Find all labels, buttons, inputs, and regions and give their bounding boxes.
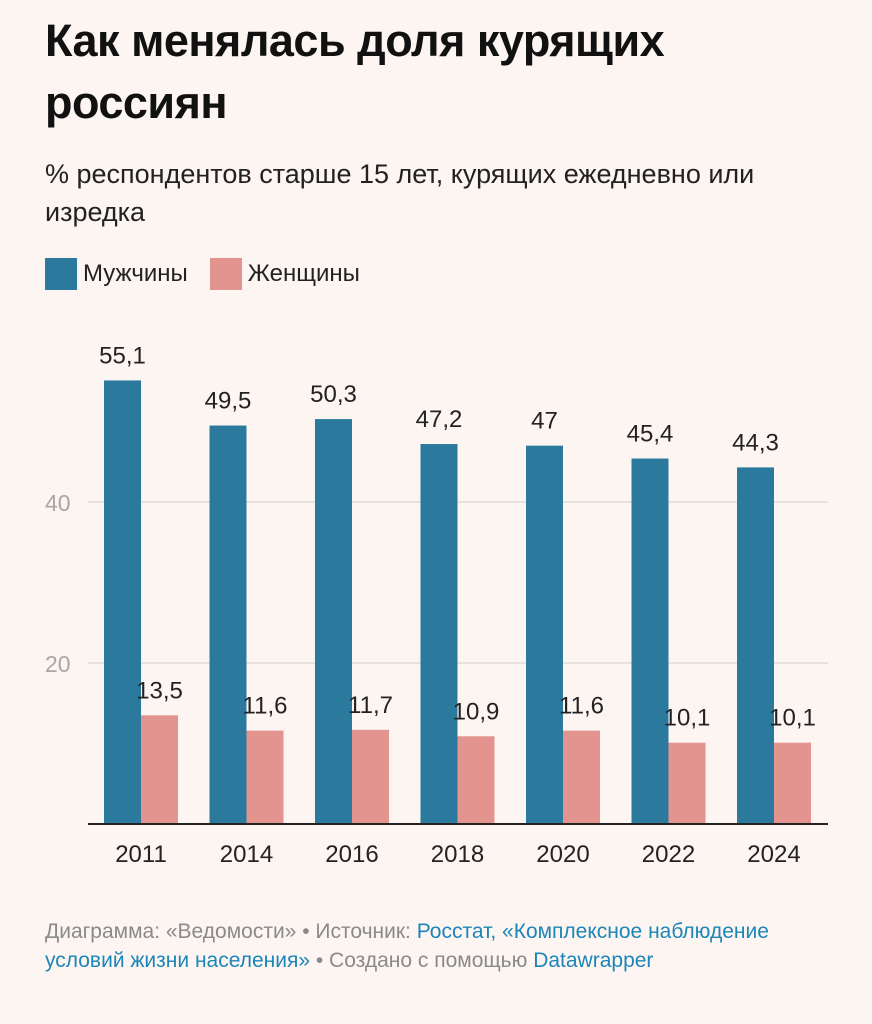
- bar-men-2020: [526, 445, 563, 824]
- bar-men-2018: [420, 444, 458, 824]
- x-tick-label-2024: 2024: [747, 841, 800, 868]
- legend-swatch-women: [209, 258, 242, 290]
- data-label-women-2022: 10,1: [664, 705, 711, 732]
- legend: Мужчины Женщины: [45, 258, 382, 290]
- chart-footer: Диаграмма: «Ведомости» • Источник: Росст…: [45, 917, 825, 975]
- data-label-women-2018: 10,9: [453, 698, 500, 725]
- data-label-women-2011: 13,5: [136, 677, 183, 704]
- footer-created-with: • Создано с помощью: [310, 949, 534, 972]
- x-tick-label-2014: 2014: [220, 841, 273, 868]
- bar-women-2020: [563, 730, 600, 824]
- bar-women-2011: [141, 715, 178, 824]
- data-label-men-2018: 47,2: [416, 406, 463, 433]
- footer-credit: Диаграмма: «Ведомости» • Источник:: [45, 920, 417, 943]
- data-label-women-2014: 11,6: [243, 693, 288, 720]
- data-label-men-2014: 49,5: [205, 388, 252, 415]
- y-tick-label-40: 40: [45, 490, 71, 516]
- x-tick-label-2018: 2018: [431, 841, 484, 868]
- data-label-men-2024: 44,3: [732, 429, 779, 456]
- x-tick-label-2020: 2020: [536, 841, 589, 868]
- bar-women-2024: [774, 742, 811, 824]
- bar-men-2011: [104, 380, 141, 824]
- data-label-men-2022: 45,4: [627, 421, 674, 448]
- x-tick-label-2022: 2022: [642, 841, 695, 868]
- bar-men-2014: [209, 425, 247, 824]
- bar-women-2016: [352, 729, 389, 824]
- x-tick-label-2016: 2016: [325, 841, 378, 868]
- bar-women-2014: [246, 730, 284, 824]
- data-label-men-2020: 47: [531, 408, 558, 435]
- bar-chart: 20 40 55,1 13,5 2011 49,5 11,6 2014 50,3 11,7 2016…: [45, 342, 828, 868]
- bar-men-2024: [737, 467, 774, 824]
- data-label-men-2016: 50,3: [310, 381, 357, 408]
- y-tick-label-20: 20: [45, 651, 71, 677]
- data-label-women-2016: 11,7: [348, 692, 393, 719]
- data-label-men-2011: 55,1: [99, 342, 146, 369]
- data-label-women-2024: 10,1: [769, 705, 816, 732]
- bar-women-2022: [668, 742, 706, 824]
- x-tick-label-2011: 2011: [115, 841, 167, 868]
- legend-item-men: Мужчины: [45, 258, 188, 290]
- bar-men-2022: [631, 458, 669, 824]
- chart-subtitle: % респондентов старше 15 лет, курящих еж…: [45, 159, 755, 227]
- source-link[interactable]: Росстат, «Комплексное наблюдение условий…: [45, 920, 769, 972]
- data-label-women-2020: 11,6: [559, 693, 604, 720]
- bar-women-2018: [457, 736, 495, 824]
- legend-swatch-men: [45, 258, 77, 290]
- chart-title: Как менялась доля курящих россиян: [45, 15, 665, 128]
- datawrapper-link[interactable]: Datawrapper: [533, 949, 654, 972]
- bar-men-2016: [315, 419, 352, 824]
- legend-item-women: Женщины: [209, 258, 360, 290]
- legend-label-men: Мужчины: [83, 260, 188, 287]
- legend-label-women: Женщины: [247, 260, 360, 287]
